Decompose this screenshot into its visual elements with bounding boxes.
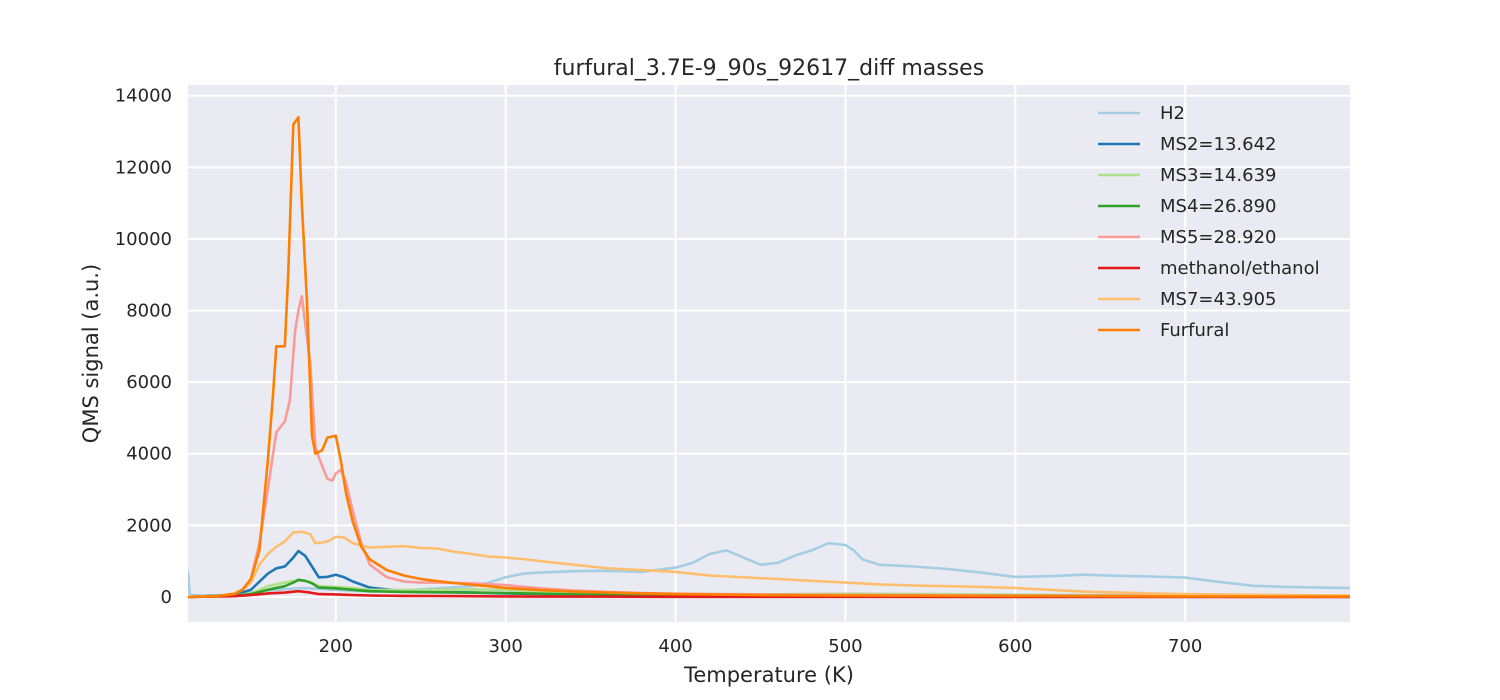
legend-label: Furfural — [1160, 320, 1229, 341]
y-tick-label: 8000 — [126, 301, 172, 322]
plot-area — [188, 85, 1350, 622]
legend-label: MS2=13.642 — [1160, 134, 1276, 155]
legend-label: MS5=28.920 — [1160, 227, 1276, 248]
y-axis-ticks: 0 2000 4000 6000 8000 10000 12000 14000 — [115, 86, 172, 608]
series-line-6 — [188, 530, 1350, 599]
x-tick-label: 500 — [828, 636, 862, 657]
series-lines — [188, 115, 1350, 599]
legend-label: MS4=26.890 — [1160, 196, 1276, 217]
series-line-7 — [188, 115, 1350, 599]
legend-label: methanol/ethanol — [1160, 258, 1320, 279]
x-tick-label: 600 — [998, 636, 1032, 657]
y-tick-label: 2000 — [126, 515, 172, 536]
y-tick-label: 12000 — [115, 157, 172, 178]
legend-label: H2 — [1160, 103, 1185, 124]
y-tick-label: 10000 — [115, 229, 172, 250]
legend: H2 MS2=13.642 MS3=14.639 MS4=26.890 MS5=28.9… — [1098, 103, 1320, 341]
legend-label: MS3=14.639 — [1160, 165, 1276, 186]
y-axis-label: QMS signal (a.u.) — [79, 264, 103, 443]
x-tick-label: 200 — [319, 636, 353, 657]
x-axis-ticks: 200 300 400 500 600 700 — [319, 636, 1203, 657]
x-tick-label: 300 — [489, 636, 523, 657]
x-tick-label: 400 — [658, 636, 692, 657]
y-tick-label: 14000 — [115, 86, 172, 107]
x-tick-label: 700 — [1168, 636, 1202, 657]
x-axis-label: Temperature (K) — [683, 663, 854, 687]
legend-label: MS7=43.905 — [1160, 289, 1276, 310]
y-tick-label: 0 — [161, 587, 172, 608]
y-tick-label: 4000 — [126, 444, 172, 465]
chart-title: furfural_3.7E-9_90s_92617_diff masses — [554, 56, 984, 81]
series-line-5 — [188, 589, 1350, 599]
y-tick-label: 6000 — [126, 372, 172, 393]
